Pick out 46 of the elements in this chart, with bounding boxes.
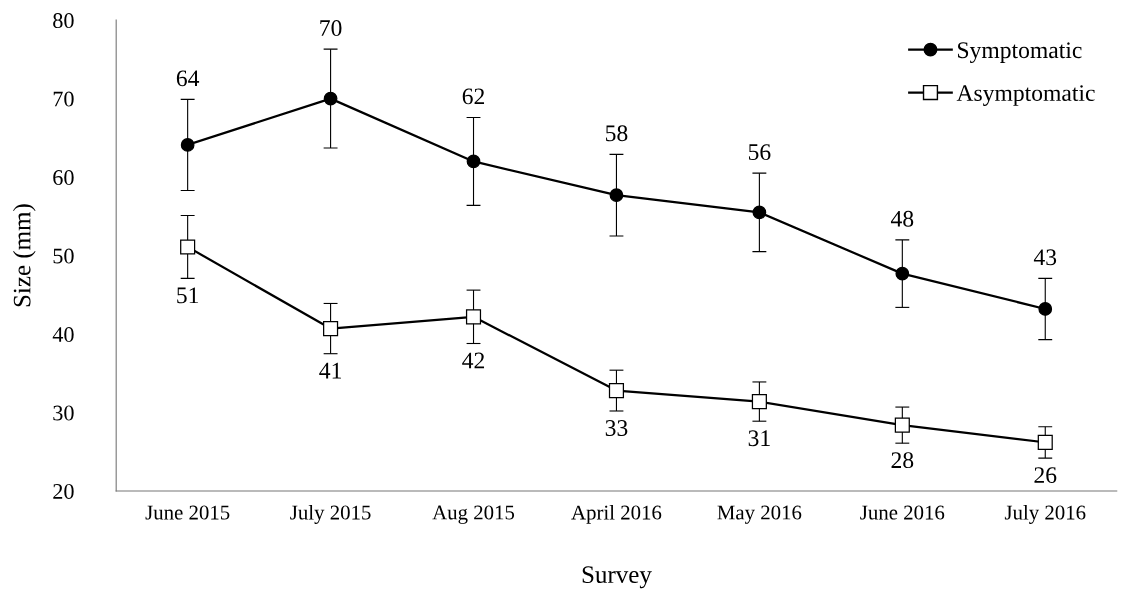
legend-label: Asymptomatic <box>956 85 1095 106</box>
x-tick-label: Aug 2015 <box>432 505 515 524</box>
point <box>751 394 767 410</box>
data-label: 70 <box>320 20 342 37</box>
y-tick-label: 20 <box>53 483 74 499</box>
data-label: 43 <box>1033 249 1057 266</box>
data-label: 42 <box>462 352 485 369</box>
point <box>323 321 339 337</box>
data-label: 62 <box>462 88 485 105</box>
y-tick-label: 30 <box>53 405 74 421</box>
data-label: 51 <box>177 287 199 304</box>
y-axis-title: Size (mm) <box>12 204 36 307</box>
legend-label: Symptomatic <box>958 42 1082 63</box>
x-tick-label: May 2016 <box>717 505 802 524</box>
x-tick-label: June 2015 <box>145 505 230 520</box>
point <box>1037 434 1053 450</box>
y-tick-label: 50 <box>53 248 74 264</box>
data-label: 58 <box>606 125 628 142</box>
point <box>609 188 624 203</box>
y-tick-label: 80 <box>53 13 74 29</box>
x-tick-label: July 2016 <box>1004 504 1086 524</box>
point <box>1038 302 1053 316</box>
point <box>180 138 195 152</box>
y-tick-label: 40 <box>52 327 74 343</box>
point <box>180 239 196 255</box>
x-tick-label: April 2016 <box>571 504 662 524</box>
x-axis-title: Survey <box>582 566 652 589</box>
x-tick-label: June 2016 <box>860 505 945 520</box>
point <box>323 91 338 106</box>
data-label: 26 <box>1034 467 1057 484</box>
point <box>894 417 910 433</box>
point <box>895 266 910 281</box>
data-label: 33 <box>605 420 628 436</box>
y-tick-label: 70 <box>53 91 74 107</box>
data-label: 28 <box>891 452 914 469</box>
point <box>466 154 481 169</box>
data-label: 56 <box>748 144 771 161</box>
y-tick-label: 60 <box>53 170 74 186</box>
data-label: 41 <box>319 362 341 379</box>
point <box>608 383 625 399</box>
point <box>465 309 482 325</box>
data-label: 31 <box>748 430 770 447</box>
data-label: 64 <box>176 70 200 87</box>
data-label: 48 <box>890 210 914 227</box>
point <box>752 205 767 220</box>
x-tick-label: July 2015 <box>290 504 371 524</box>
